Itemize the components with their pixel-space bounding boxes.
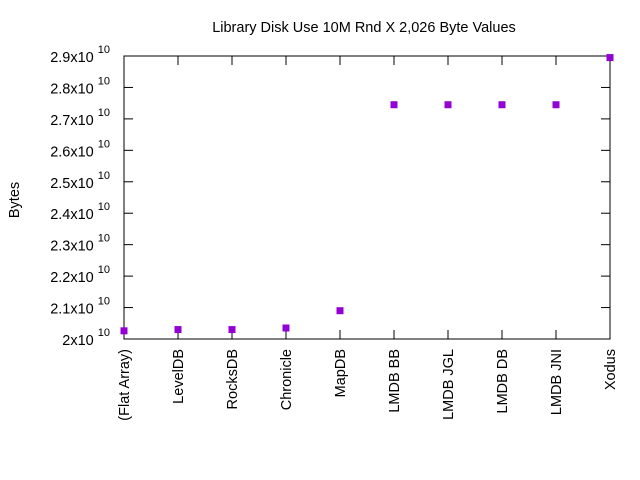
y-tick-mantissa: 2.5x10	[50, 176, 94, 192]
data-point	[498, 101, 506, 109]
y-tick-mantissa: 2.8x10	[50, 81, 94, 97]
y-tick-exponent: 10	[98, 201, 110, 213]
y-tick-label: 2.6x10 10	[50, 138, 110, 160]
y-tick-exponent: 10	[98, 296, 110, 308]
x-axis-ticks: (Flat Array) LevelDB RocksDB Chronicle MapDB…	[117, 56, 619, 421]
y-axis-ticks: 2x10 102.1x10 102.2x10 102.3x10 102.4x10 102.…	[50, 44, 610, 349]
y-tick-label: 2.3x10 10	[50, 233, 110, 255]
y-tick-mantissa: 2x10	[62, 333, 93, 349]
y-tick-exponent: 10	[98, 75, 110, 87]
x-category-label: LevelDB	[171, 349, 187, 404]
y-axis-label: Bytes	[7, 182, 23, 218]
y-tick-mantissa: 2.6x10	[50, 144, 94, 160]
y-tick-label: 2x10 10	[62, 327, 110, 349]
y-tick-exponent: 10	[98, 138, 110, 150]
plot-area	[123, 55, 611, 340]
plot-border	[123, 55, 611, 340]
data-points	[120, 54, 614, 335]
x-category-label: LMDB BB	[387, 349, 403, 413]
data-point	[282, 324, 290, 332]
x-category-label: LMDB DB	[495, 349, 511, 413]
y-tick-exponent: 10	[98, 170, 110, 182]
x-category-label: MapDB	[333, 349, 349, 397]
data-point	[336, 307, 344, 315]
data-point	[552, 101, 560, 109]
data-point	[174, 326, 182, 334]
x-category-label: Xodus	[603, 349, 619, 390]
y-tick-mantissa: 2.3x10	[50, 239, 94, 255]
y-tick-exponent: 10	[98, 233, 110, 245]
x-category-label: RocksDB	[225, 349, 241, 409]
y-tick-label: 2.7x10 10	[50, 107, 110, 129]
y-tick-exponent: 10	[98, 327, 110, 339]
y-tick-mantissa: 2.1x10	[50, 302, 94, 318]
x-category-label: LMDB JNI	[549, 349, 565, 415]
y-tick-label: 2.1x10 10	[50, 296, 110, 318]
data-point	[444, 101, 452, 109]
y-tick-exponent: 10	[98, 264, 110, 276]
x-category-label: Chronicle	[279, 349, 295, 410]
data-point	[120, 327, 128, 335]
y-tick-label: 2.4x10 10	[50, 201, 110, 223]
y-tick-exponent: 10	[98, 44, 110, 56]
x-category-label: LMDB JGL	[441, 349, 457, 420]
y-tick-label: 2.2x10 10	[50, 264, 110, 286]
y-tick-mantissa: 2.2x10	[50, 270, 94, 286]
data-point	[228, 326, 236, 334]
y-tick-label: 2.8x10 10	[50, 75, 110, 97]
data-point	[606, 54, 614, 62]
y-tick-exponent: 10	[98, 107, 110, 119]
y-tick-mantissa: 2.7x10	[50, 113, 94, 129]
y-tick-mantissa: 2.4x10	[50, 207, 94, 223]
chart-title: Library Disk Use 10M Rnd X 2,026 Byte Va…	[212, 20, 516, 36]
y-tick-label: 2.5x10 10	[50, 170, 110, 192]
y-tick-mantissa: 2.9x10	[50, 50, 94, 66]
y-tick-label: 2.9x10 10	[50, 44, 110, 66]
x-category-label: (Flat Array)	[117, 349, 133, 421]
data-point	[390, 101, 398, 109]
